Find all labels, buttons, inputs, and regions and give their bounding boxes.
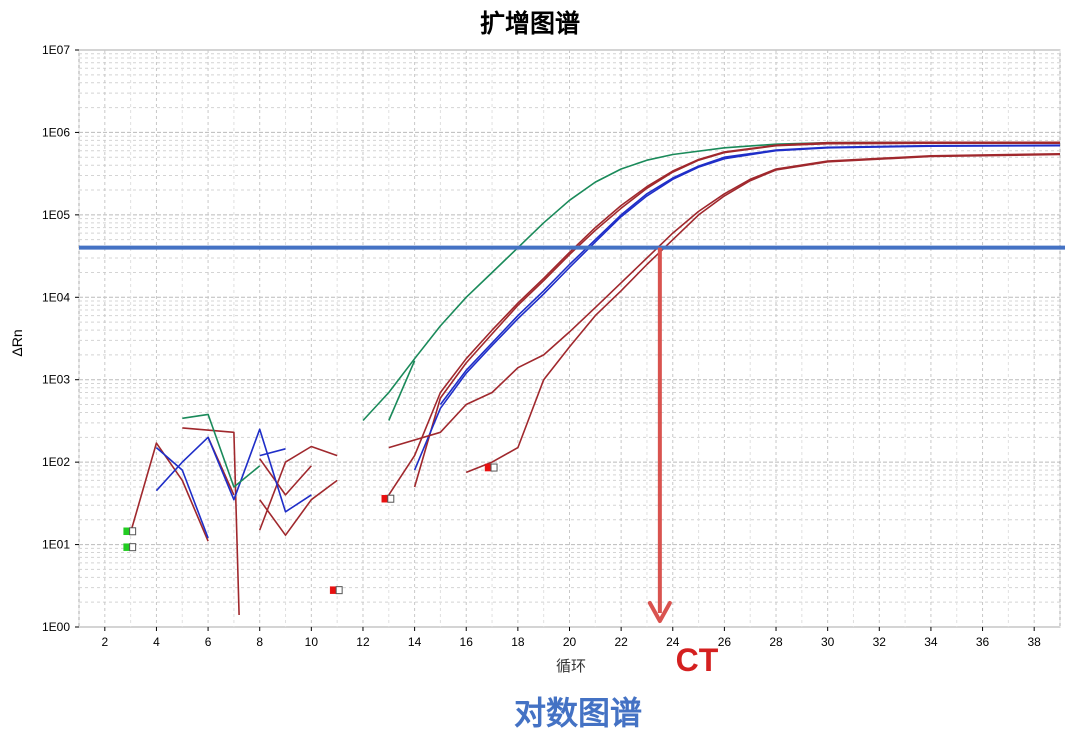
- marker-1-filled: [123, 527, 130, 536]
- x-tick-label: 8: [256, 635, 263, 649]
- x-tick-label: 34: [924, 635, 938, 649]
- series-line-17: [259, 448, 286, 457]
- series-line-13: [259, 479, 338, 536]
- y-tick-label: 1E06: [42, 125, 70, 139]
- x-tick-label: 24: [666, 635, 680, 649]
- ct-arrow-head: [647, 601, 672, 623]
- marker-2-filled: [123, 543, 130, 551]
- start-markers: [123, 463, 498, 595]
- x-tick-label: 10: [305, 635, 319, 649]
- marker-1-open: [129, 527, 137, 536]
- marker-4-open: [387, 494, 395, 503]
- y-tick-label: 1E00: [42, 620, 70, 634]
- y-axis-label: ΔRn: [9, 329, 25, 356]
- y-axis-ticks: 1E00 1E01 1E02 1E03 1E04 1E05 1E06 1E07: [42, 43, 79, 634]
- series-line-9: [129, 442, 209, 542]
- ct-label: CT: [676, 642, 719, 678]
- marker-5-filled: [484, 463, 492, 472]
- chart-title: 扩增图谱: [480, 9, 580, 38]
- marker-2-open: [129, 543, 137, 552]
- x-tick-label: 18: [511, 635, 525, 649]
- x-tick-label: 38: [1028, 635, 1042, 649]
- x-tick-label: 28: [769, 635, 783, 649]
- marker-3-open: [335, 586, 343, 595]
- series-line-16: [155, 446, 209, 539]
- series-line-7: [388, 153, 1061, 449]
- series-line-10: [182, 427, 240, 616]
- series-line-14: [259, 458, 312, 496]
- x-tick-label: 14: [408, 635, 422, 649]
- x-tick-label: 20: [563, 635, 577, 649]
- series-line-4: [413, 142, 1060, 488]
- marker-4-filled: [381, 494, 389, 503]
- y-tick-label: 1E01: [42, 538, 70, 552]
- series-lines: [129, 141, 1061, 616]
- x-tick-label: 36: [976, 635, 990, 649]
- y-tick-label: 1E03: [42, 373, 70, 387]
- x-tick-label: 30: [821, 635, 835, 649]
- series-line-6: [439, 144, 1061, 405]
- x-axis-label: 循环: [556, 657, 586, 675]
- y-tick-label: 1E05: [42, 208, 70, 222]
- series-line-18: [182, 413, 261, 488]
- series-line-12: [258, 445, 338, 531]
- x-tick-label: 22: [614, 635, 628, 649]
- x-tick-label: 12: [356, 635, 370, 649]
- x-tick-label: 2: [101, 635, 108, 649]
- x-tick-label: 16: [460, 635, 474, 649]
- marker-5-open: [490, 463, 498, 472]
- x-tick-label: 26: [718, 635, 732, 649]
- y-tick-label: 1E07: [42, 43, 70, 57]
- y-tick-label: 1E04: [42, 290, 70, 304]
- ct-arrow: [647, 247, 672, 623]
- x-axis-ticks: 2 4 6 8 10 12 14 16 18 20 22 24 26 28 30 32 34 36 38: [101, 627, 1041, 649]
- x-tick-label: 32: [873, 635, 887, 649]
- x-tick-label: 6: [205, 635, 212, 649]
- series-line-15: [155, 428, 312, 513]
- series-line-2: [388, 360, 416, 421]
- marker-3-filled: [329, 586, 337, 594]
- series-line-1: [362, 141, 1060, 422]
- x-tick-label: 4: [153, 635, 160, 649]
- y-tick-label: 1E02: [42, 455, 70, 469]
- chart-subtitle: 对数图谱: [514, 694, 642, 732]
